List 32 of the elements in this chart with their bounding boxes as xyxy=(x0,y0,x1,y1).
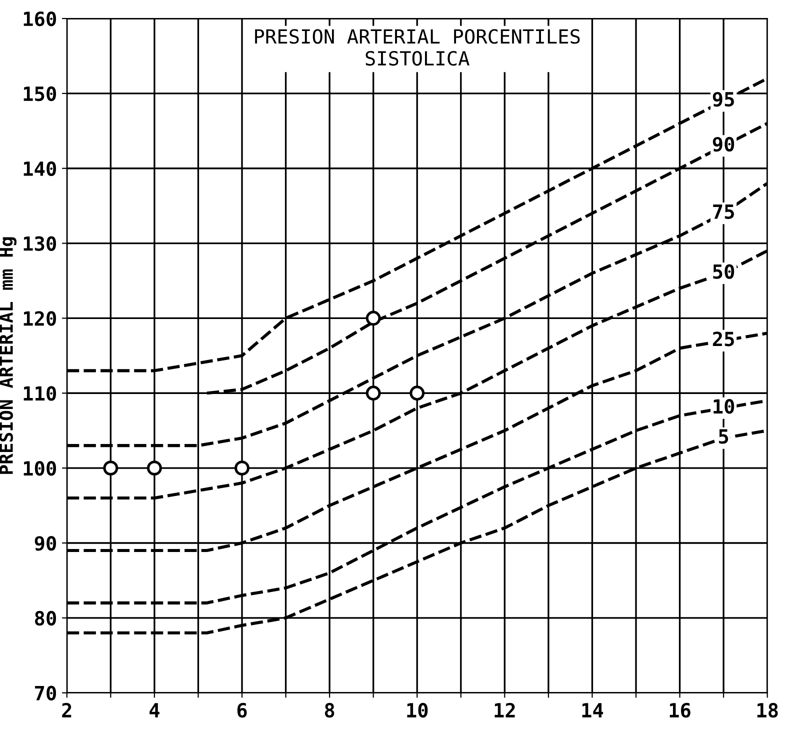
series-label: 90 xyxy=(712,136,734,152)
x-tick-label: 14 xyxy=(582,703,604,718)
series-label: 25 xyxy=(712,332,734,346)
y-tick-label: 90 xyxy=(34,536,56,551)
point xyxy=(103,460,118,476)
y-tick-label: 140 xyxy=(24,161,56,176)
y-tick-label: 80 xyxy=(34,610,56,626)
series-label: 50 xyxy=(713,264,734,279)
series-label: 75 xyxy=(713,204,734,219)
x-tick-label: 2 xyxy=(62,702,72,718)
y-tick-label: 110 xyxy=(24,386,56,401)
y-tick-label: 100 xyxy=(24,461,56,476)
x-tick-label: 18 xyxy=(757,702,778,718)
y-tick-label: 130 xyxy=(24,236,56,251)
x-tick-label: 4 xyxy=(150,703,160,718)
point xyxy=(366,310,381,326)
x-tick-label: 12 xyxy=(494,702,515,718)
y-tick-label: 150 xyxy=(24,86,56,102)
series-label: 10 xyxy=(714,399,734,414)
point xyxy=(234,460,250,476)
series-label: 95 xyxy=(712,92,734,107)
y-tick-label: 70 xyxy=(35,686,56,700)
point xyxy=(146,460,162,476)
x-tick-label: 6 xyxy=(237,702,247,718)
y-tick-label: 160 xyxy=(24,11,56,26)
y-tick-label: 120 xyxy=(24,311,56,326)
point xyxy=(366,386,381,401)
x-tick-label: 8 xyxy=(324,702,334,718)
point xyxy=(410,386,425,401)
x-tick-label: 16 xyxy=(670,702,690,718)
x-tick-label: 10 xyxy=(407,702,428,718)
text: PRESION ARTERIAL PORCENTILES SISTOLICA xyxy=(255,29,580,66)
